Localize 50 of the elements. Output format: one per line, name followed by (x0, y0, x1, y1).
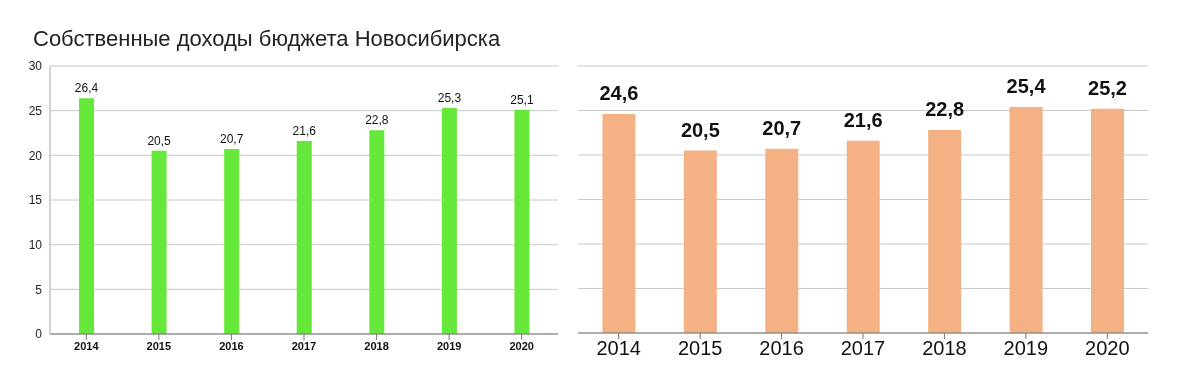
bar (1009, 106, 1043, 333)
x-tick-label: 2019 (436, 339, 462, 352)
bar (683, 150, 717, 333)
x-tick-label: 2018 (922, 337, 967, 360)
data-label: 20,5 (680, 118, 720, 141)
x-tick-label: 2018 (364, 339, 389, 352)
y-tick-label: 15 (28, 193, 43, 208)
x-tick-label: 2017 (291, 339, 317, 352)
x-tick-label: 2016 (219, 339, 244, 352)
x-tick-label: 2015 (677, 337, 723, 360)
bar (846, 140, 880, 333)
bar (928, 130, 962, 333)
data-label: 20,7 (762, 116, 802, 139)
data-label: 22,8 (925, 98, 965, 121)
y-tick-label: 25 (28, 103, 43, 118)
bar (224, 149, 240, 334)
bar (151, 150, 167, 334)
data-label: 20,7 (219, 132, 244, 147)
bar (514, 109, 530, 334)
bar (296, 141, 312, 334)
y-tick-label: 20 (28, 148, 43, 163)
x-tick-label: 2017 (840, 337, 886, 360)
bar (602, 114, 636, 333)
y-tick-label: 30 (28, 59, 43, 74)
x-tick-label: 2015 (146, 339, 172, 352)
data-label: 22,8 (365, 113, 389, 128)
data-label: 21,6 (843, 108, 883, 131)
x-tick-label: 2014 (596, 337, 641, 360)
data-label: 25,2 (1088, 76, 1127, 99)
y-tick-label: 0 (35, 327, 43, 342)
data-label: 20,5 (147, 133, 172, 148)
data-label: 26,4 (74, 81, 99, 96)
bar (79, 98, 95, 334)
chart-title: Собственные доходы бюджета Новосибирска (33, 26, 501, 51)
bar (1091, 108, 1124, 333)
data-label: 25,4 (1006, 74, 1047, 97)
x-tick-label: 2020 (1085, 337, 1130, 360)
bar (765, 148, 799, 333)
data-label: 24,6 (599, 82, 639, 105)
y-tick-label: 5 (35, 282, 43, 297)
x-tick-label: 2014 (74, 339, 100, 352)
bar (441, 107, 457, 334)
x-tick-label: 2016 (759, 337, 804, 360)
x-tick-label: 2019 (1003, 337, 1049, 360)
data-label: 21,6 (292, 124, 317, 139)
bar (369, 130, 385, 334)
data-label: 25,1 (510, 92, 534, 107)
data-label: 25,3 (437, 90, 462, 105)
x-tick-label: 2020 (509, 339, 534, 352)
y-tick-label: 10 (28, 237, 43, 252)
